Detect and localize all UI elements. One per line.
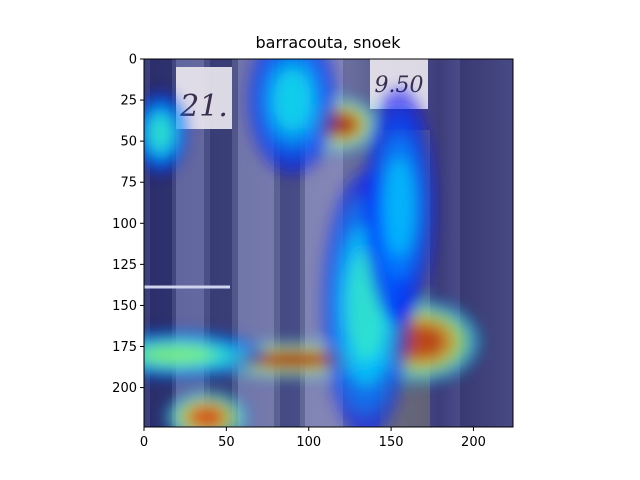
heat-spot-7-level-3 [273,69,311,131]
x-tick-label: 50 [218,435,235,450]
y-tick-label: 100 [112,217,137,232]
y-tick-label: 50 [120,135,137,150]
heat-spot-8-level-3 [384,157,415,257]
y-tick-label: 200 [112,381,137,396]
heat-spot-4-level-3 [144,344,214,365]
y-tick-label: 150 [112,299,137,314]
x-tick-label: 0 [140,435,148,450]
heat-spot-1-level-3 [250,352,335,368]
y-tick-label: 175 [112,340,137,355]
x-tick-label: 100 [296,435,321,450]
x-axis: 0 50 100 150 200 [140,427,486,450]
heat-spot-6-level-3 [149,115,172,151]
plot-frame [143,58,514,428]
y-tick-label: 75 [120,176,137,191]
heat-spot-3-level-3 [189,406,224,427]
y-tick-label: 0 [129,53,137,68]
x-tick-label: 150 [379,435,404,450]
y-tick-label: 125 [112,258,137,273]
heatmap-overlay [144,59,481,427]
chart-title: barracouta, snoek [256,33,402,52]
price-tag-left-text: 21. [179,89,228,124]
x-tick-label: 200 [461,435,486,450]
y-tick-label: 25 [120,94,137,109]
plot-area: 21. 9.50 [144,59,513,427]
y-axis: 0 25 50 75 100 125 150 175 200 [112,53,144,396]
